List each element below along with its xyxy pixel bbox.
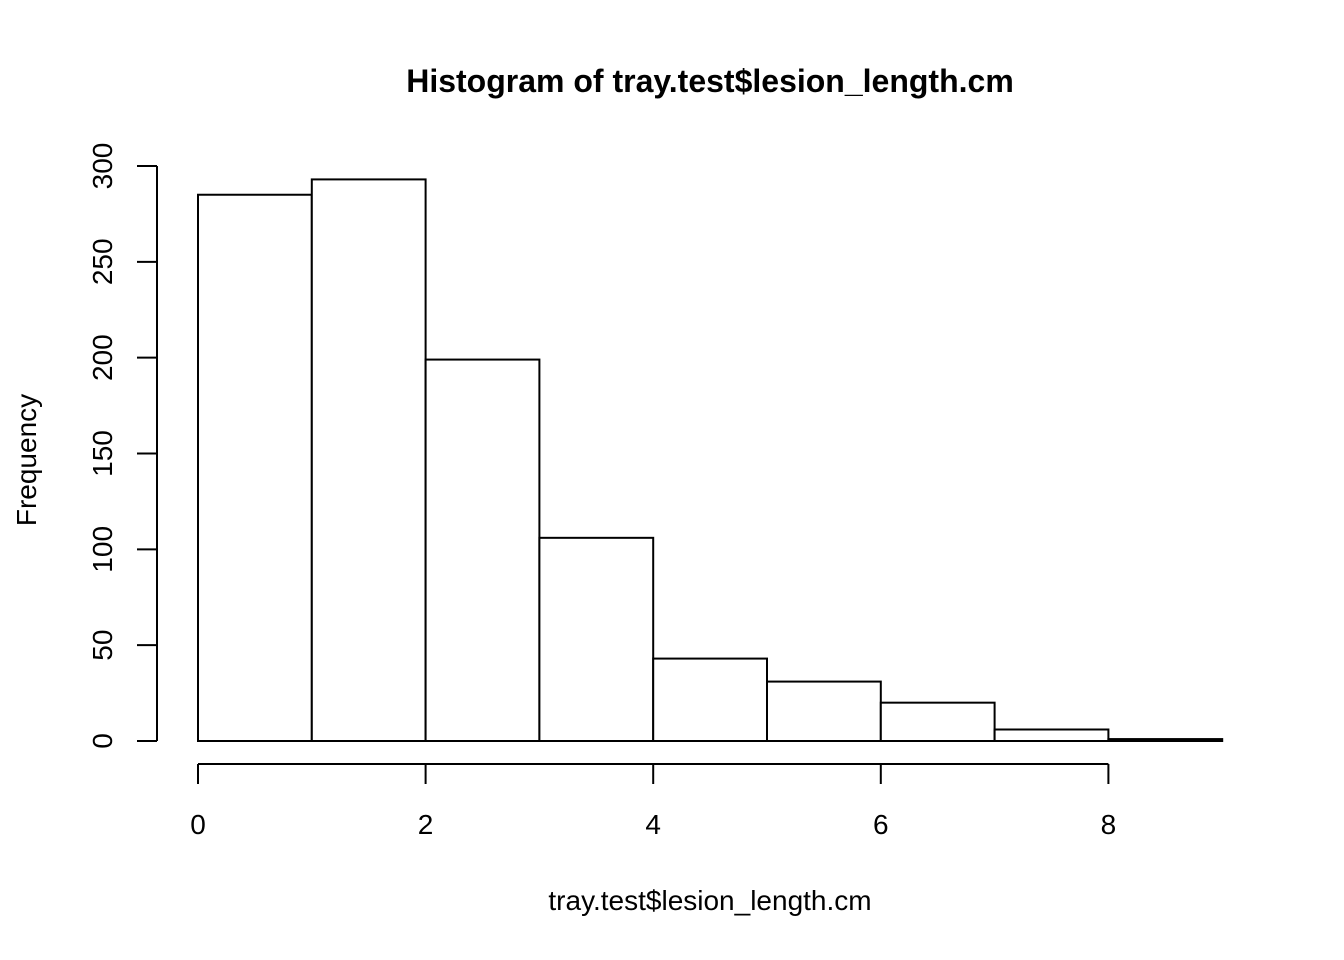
histogram-bar-5 (766, 680, 882, 742)
chart-title: Histogram of tray.test$lesion_length.cm (406, 63, 1014, 99)
y-axis: 0 50 100 150 200 250 300 (87, 143, 158, 749)
y-tick-label-1: 50 (87, 630, 118, 661)
y-tick-label-3: 150 (87, 430, 118, 477)
y-tick-label-2: 100 (87, 526, 118, 573)
x-tick-label-1: 2 (418, 809, 434, 840)
x-tick-label-3: 6 (873, 809, 889, 840)
x-tick-label-2: 4 (645, 809, 661, 840)
x-tick-label-4: 8 (1101, 809, 1117, 840)
y-tick-label-6: 300 (87, 143, 118, 190)
histogram-bar-8 (1107, 738, 1224, 743)
histogram-bar-1 (310, 178, 427, 742)
histogram-bar-7 (993, 728, 1110, 743)
y-tick-label-5: 250 (87, 238, 118, 285)
x-axis-label: tray.test$lesion_length.cm (548, 885, 871, 916)
y-tick-label-0: 0 (87, 733, 118, 749)
y-axis-label: Frequency (11, 394, 42, 526)
bars-group (197, 178, 1224, 743)
x-axis: 0 2 4 6 8 (190, 763, 1117, 840)
histogram-bar-3 (538, 536, 655, 742)
histogram-bar-6 (879, 701, 996, 743)
histogram-bar-4 (652, 657, 769, 743)
x-tick-label-0: 0 (190, 809, 206, 840)
histogram-bar-2 (424, 358, 541, 742)
histogram-bar-0 (197, 193, 313, 743)
y-tick-label-4: 200 (87, 334, 118, 381)
